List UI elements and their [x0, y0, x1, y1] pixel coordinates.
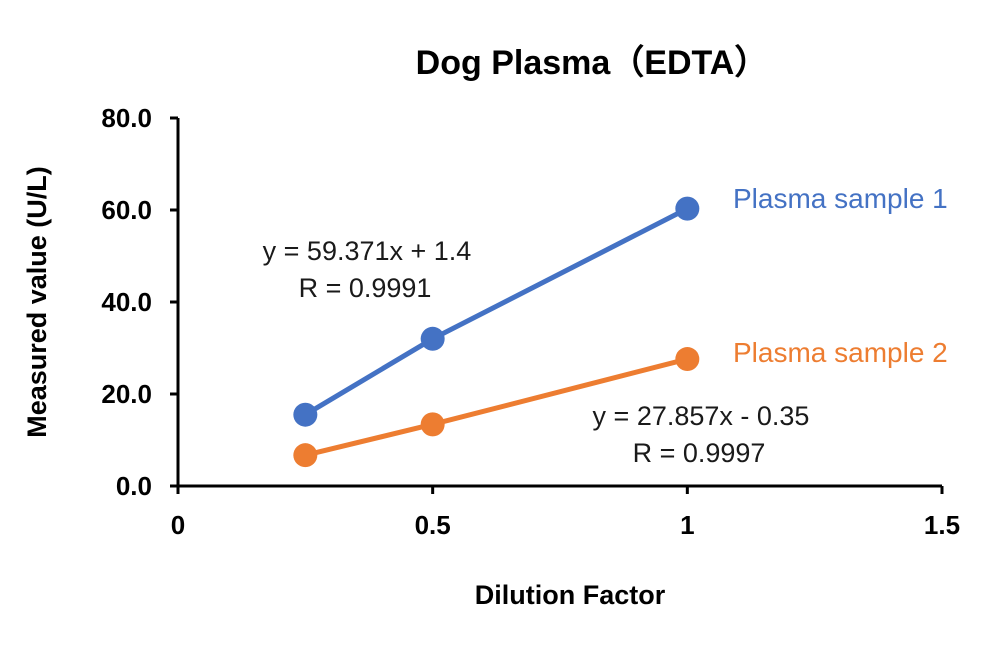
x-tick-label: 1.5: [924, 510, 960, 540]
series-layer: [293, 196, 700, 468]
legend-series-2: Plasma sample 2: [733, 337, 948, 368]
series-1-point: [420, 326, 445, 351]
series-2-r-value: R = 0.9997: [633, 438, 766, 468]
x-axis-label: Dilution Factor: [475, 580, 666, 610]
axes: 0.0 20.0 40.0 60.0 80.0 0 0.5 1 1.5: [101, 103, 960, 540]
series-1-equation: y = 59.371x + 1.4: [263, 236, 472, 266]
series-1-r-value: R = 0.9991: [299, 273, 432, 303]
y-tick-label: 60.0: [101, 195, 152, 225]
x-tick-label: 0: [171, 510, 185, 540]
y-tick-label: 80.0: [101, 103, 152, 133]
x-tick-label: 1: [680, 510, 694, 540]
series-1-point: [675, 196, 700, 221]
y-axis-label: Measured value (U/L): [22, 166, 52, 438]
legend-series-1: Plasma sample 1: [733, 183, 948, 214]
x-tick-label: 0.5: [415, 510, 451, 540]
y-tick-label: 40.0: [101, 287, 152, 317]
series-2-point: [675, 347, 700, 372]
series-2-point: [420, 412, 445, 437]
chart-title: Dog Plasma（EDTA）: [416, 43, 769, 82]
series-2: [293, 347, 700, 468]
y-tick-label: 0.0: [116, 471, 152, 501]
series-1: [293, 196, 700, 427]
series-2-equation: y = 27.857x - 0.35: [593, 401, 810, 431]
series-2-point: [293, 443, 318, 468]
y-tick-label: 20.0: [101, 379, 152, 409]
series-1-point: [293, 402, 318, 427]
